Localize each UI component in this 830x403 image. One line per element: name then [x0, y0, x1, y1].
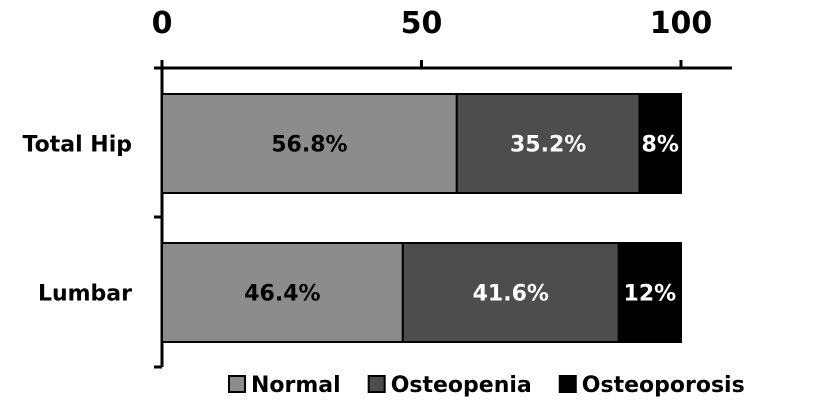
x-tick-label: 100 — [650, 6, 713, 41]
data-label: 56.8% — [271, 133, 347, 158]
x-tick-label: 50 — [401, 6, 443, 41]
bar-segment-normal — [161, 93, 458, 194]
data-label: 12% — [624, 282, 677, 307]
bar-segment-osteoporosis — [617, 242, 682, 343]
bar-segment-osteopenia — [455, 93, 641, 194]
category-label: Total Hip — [23, 133, 132, 158]
legend-swatch — [367, 375, 386, 393]
legend-label: Osteoporosis — [582, 373, 745, 398]
category-label: Lumbar — [38, 282, 132, 307]
bars-layer: Total Hip 56.8% 35.2% 8% Lumbar 46.4% 41.6% 12% — [23, 93, 682, 343]
legend: Normal Osteopenia Osteoporosis — [228, 373, 745, 398]
data-label: 8% — [642, 133, 679, 158]
legend-swatch — [558, 375, 577, 393]
x-tick-label: 0 — [152, 6, 173, 41]
legend-label: Normal — [251, 373, 341, 398]
legend-label: Osteopenia — [391, 373, 532, 398]
data-label: 41.6% — [473, 282, 549, 307]
legend-swatch — [228, 375, 246, 393]
bar-segment-osteoporosis — [638, 93, 682, 194]
data-label: 35.2% — [510, 133, 586, 158]
bar-segment-normal — [161, 242, 404, 343]
data-label: 46.4% — [244, 282, 320, 307]
